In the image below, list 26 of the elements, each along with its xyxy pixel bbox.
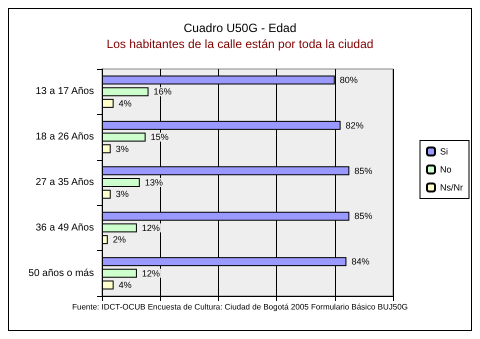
data-label: 85%: [354, 166, 372, 176]
y-tick-label: 50 años o más: [28, 268, 94, 279]
data-label: 84%: [351, 256, 370, 267]
y-tick-label: 27 a 35 Años: [36, 177, 94, 188]
legend-label: No: [440, 164, 452, 174]
data-label: 12%: [142, 268, 160, 278]
data-label: 80%: [340, 75, 358, 85]
chart-subtitle: Los habitantes de la calle están por toda la ciudad: [106, 37, 374, 51]
y-tick-label: 13 a 17 Años: [36, 86, 94, 98]
data-label: 13%: [144, 178, 163, 188]
data-label: 3%: [116, 189, 129, 200]
data-label: 12%: [142, 222, 160, 233]
data-label: 16%: [154, 86, 172, 97]
data-label: 85%: [354, 211, 372, 222]
data-label: 4%: [118, 280, 132, 290]
data-label: 3%: [116, 144, 129, 154]
legend-label: Ns/Nr: [440, 182, 464, 192]
y-tick-label: 36 a 49 Años: [36, 222, 94, 234]
data-label: 2%: [112, 234, 126, 245]
data-label: 15%: [150, 132, 169, 142]
source-note: Fuente: IDCT-OCUB Encuesta de Cultura: Ciudad de Bogotá 2005 Formulario Básico BUJ50G: [72, 302, 408, 312]
data-label: 82%: [346, 120, 364, 130]
legend-label: Si: [440, 146, 448, 156]
data-label: 4%: [118, 98, 132, 108]
chart-title: Cuadro U50G - Edad: [184, 21, 296, 35]
y-tick-label: 18 a 26 Años: [36, 132, 94, 143]
